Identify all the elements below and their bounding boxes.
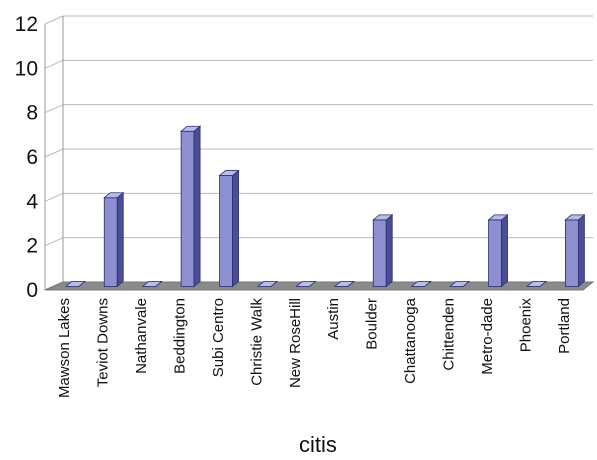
y-tick-labels: 0 2 4 6 8 10 12 (15, 13, 39, 302)
x-axis-title: citis (299, 432, 337, 457)
x-category-label: Boulder (364, 298, 381, 350)
x-category-label: Portland (556, 298, 573, 354)
x-category-label: Nathanvale (133, 298, 150, 374)
gridline-side (44, 15, 64, 25)
bar (333, 280, 355, 287)
bar-front (103, 197, 118, 287)
bar-top (256, 280, 279, 287)
bar (256, 280, 279, 287)
gridline-side (44, 192, 64, 202)
floor (44, 281, 595, 291)
bar (525, 280, 548, 287)
bar (141, 280, 163, 287)
bar (295, 280, 317, 287)
bar (64, 280, 86, 287)
gridline-side (44, 148, 64, 158)
gridline-side (44, 59, 64, 69)
bar-side (577, 214, 585, 288)
gridline-side (44, 237, 64, 247)
bars (64, 125, 586, 288)
y-tick-label: 4 (26, 190, 38, 213)
bar-top (141, 280, 163, 287)
bar (448, 280, 471, 287)
axes (44, 16, 595, 291)
bar-side (501, 214, 508, 288)
gridline-side (44, 104, 64, 114)
bar (179, 125, 202, 288)
bar-top (103, 192, 125, 199)
bar (410, 280, 432, 287)
bar-top (410, 280, 432, 287)
bar-top (487, 214, 509, 221)
x-category-label: Chattanooga (402, 297, 419, 384)
bar-top (372, 214, 394, 221)
bar (103, 191, 125, 288)
bar-top (64, 280, 86, 287)
y-tick-label: 10 (15, 57, 38, 80)
x-category-label: Phoenix (517, 298, 534, 353)
bar-side (232, 169, 239, 288)
x-category-label: Subi Centro (210, 298, 227, 377)
y-tick-label: 6 (26, 146, 38, 169)
bar (564, 214, 586, 288)
x-category-labels: Mawson Lakes Teviot Downs Nathanvale Beddin… (56, 297, 573, 398)
y-tick-label: 12 (15, 13, 38, 36)
y-tick-label: 2 (26, 235, 38, 258)
x-category-label: New RoseHill (287, 298, 304, 388)
y-tick-label: 0 (26, 279, 38, 302)
bar (372, 214, 394, 288)
x-category-label: Christie Walk (248, 298, 265, 386)
bar-top (333, 280, 355, 287)
bar-front (219, 175, 233, 287)
x-category-label: Mawson Lakes (56, 298, 73, 398)
gridlines (44, 15, 593, 291)
bar-side (116, 191, 124, 288)
bar-top (179, 125, 202, 132)
bar-side (385, 214, 393, 288)
bar-top (448, 280, 471, 287)
bar-front (180, 130, 195, 287)
bar-front (488, 219, 502, 287)
x-category-label: Austin (325, 298, 342, 340)
bar (487, 214, 509, 288)
bar-top (525, 280, 548, 287)
x-category-label: Metro-dade (479, 298, 496, 375)
bar-front (564, 219, 579, 287)
x-category-label: Chittenden (441, 298, 458, 371)
bar-front (372, 219, 387, 287)
bar-side (193, 125, 201, 288)
y-tick-label: 8 (26, 102, 38, 125)
bar (218, 169, 240, 288)
bar-top (564, 214, 586, 221)
bar-top (218, 170, 240, 176)
x-category-label: Beddington (172, 298, 189, 374)
x-category-label: Teviot Downs (95, 298, 112, 387)
bar-top (295, 280, 317, 287)
